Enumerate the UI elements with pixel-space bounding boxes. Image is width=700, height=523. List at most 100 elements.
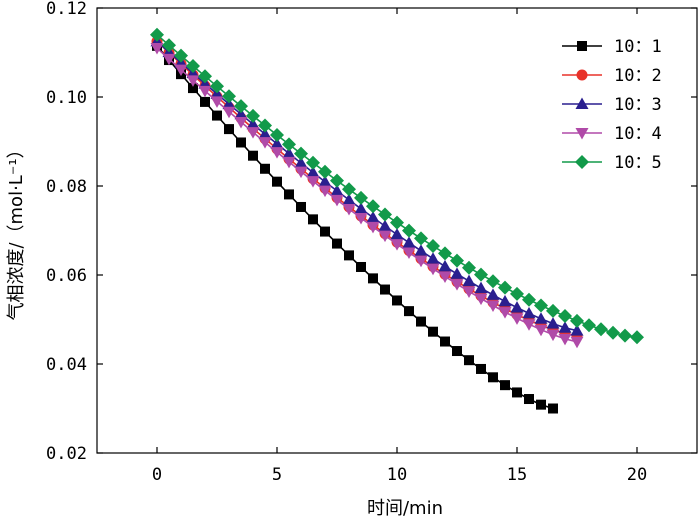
data-point <box>282 147 296 159</box>
legend-item-4: 10：4 <box>562 124 662 144</box>
data-point <box>440 336 450 347</box>
data-point <box>198 85 212 98</box>
legend-item-5: 10：5 <box>562 153 662 173</box>
data-point <box>212 110 222 121</box>
x-tick-label: 10 <box>387 465 407 485</box>
x-tick-label: 20 <box>627 465 647 485</box>
data-point <box>222 89 236 104</box>
data-point <box>282 156 296 169</box>
data-point <box>270 128 284 143</box>
data-point <box>272 176 282 187</box>
data-point <box>404 306 414 317</box>
data-point <box>330 173 344 188</box>
series-layer <box>150 27 644 414</box>
data-point <box>618 328 632 343</box>
data-point <box>426 263 440 276</box>
data-point <box>450 253 464 268</box>
data-point <box>380 284 390 295</box>
data-point <box>318 164 332 179</box>
data-point <box>500 380 510 391</box>
data-point <box>534 324 548 337</box>
data-point <box>582 318 596 333</box>
data-point <box>306 176 320 188</box>
series-line <box>156 34 638 339</box>
data-point <box>150 43 164 55</box>
data-point <box>284 189 294 200</box>
legend-label: 10：1 <box>614 37 662 57</box>
legend-item-3: 10：3 <box>562 95 662 115</box>
series-1 <box>152 40 558 414</box>
data-point <box>162 38 176 53</box>
data-point <box>236 137 246 148</box>
legend-label: 10：4 <box>614 124 662 144</box>
data-point <box>186 58 200 73</box>
data-point <box>294 166 308 179</box>
data-point <box>342 193 356 205</box>
y-tick-label: 0.12 <box>46 0 87 19</box>
data-point <box>474 293 488 306</box>
data-point <box>282 137 296 152</box>
data-point <box>378 230 392 243</box>
data-point <box>486 274 500 289</box>
x-tick-label: 5 <box>272 465 282 485</box>
data-point <box>558 309 572 324</box>
legend-item-2: 10：2 <box>562 66 662 86</box>
data-point <box>438 259 452 272</box>
data-point <box>318 185 332 198</box>
data-point <box>414 255 428 268</box>
data-point <box>246 127 260 139</box>
data-point <box>522 306 536 319</box>
y-tick-label: 0.06 <box>46 266 87 286</box>
data-point <box>366 210 380 223</box>
data-point <box>402 223 416 238</box>
data-point <box>294 156 308 169</box>
data-point <box>450 279 464 291</box>
data-point <box>428 326 438 337</box>
data-point <box>536 399 546 410</box>
data-point <box>524 394 534 405</box>
data-point <box>330 194 344 207</box>
data-point <box>186 75 200 87</box>
data-point <box>570 336 584 349</box>
data-point <box>342 204 356 216</box>
data-point <box>308 214 318 225</box>
data-point <box>246 117 260 130</box>
data-point <box>606 325 620 340</box>
series-line <box>156 45 554 410</box>
data-point <box>210 79 224 94</box>
data-point <box>342 182 356 197</box>
legend: 10：1 10：2 10：3 10：4 10：5 <box>562 37 662 173</box>
data-point <box>200 96 210 107</box>
data-point <box>260 163 270 174</box>
data-point <box>452 346 462 357</box>
data-point <box>438 246 452 261</box>
y-tick-label: 0.10 <box>46 88 87 108</box>
y-axis-title: 气相浓度/（mol·L⁻¹） <box>6 140 27 320</box>
data-point <box>210 96 224 108</box>
data-point <box>464 355 474 366</box>
data-point <box>426 238 440 253</box>
data-point <box>330 184 344 196</box>
legend-label: 10：2 <box>614 66 662 86</box>
data-point <box>558 333 572 346</box>
data-point <box>320 226 330 237</box>
data-point <box>488 372 498 383</box>
data-point <box>414 244 428 256</box>
data-point <box>474 281 488 294</box>
data-point <box>462 286 476 299</box>
data-point <box>390 239 404 251</box>
data-point <box>476 363 486 374</box>
data-point <box>366 221 380 234</box>
data-point <box>162 53 176 66</box>
data-point <box>368 273 378 284</box>
data-point <box>222 106 236 119</box>
legend-marker <box>575 155 589 169</box>
y-tick-label: 0.02 <box>46 444 87 464</box>
data-point <box>416 316 426 327</box>
data-point <box>392 295 402 306</box>
data-point <box>258 137 272 149</box>
x-tick-label: 15 <box>507 465 527 485</box>
data-point <box>522 292 536 307</box>
legend-marker <box>577 41 587 51</box>
axes-layer: 0 5 10 15 20 0.02 0.04 0.06 0.08 0.10 0.12 <box>46 0 697 485</box>
